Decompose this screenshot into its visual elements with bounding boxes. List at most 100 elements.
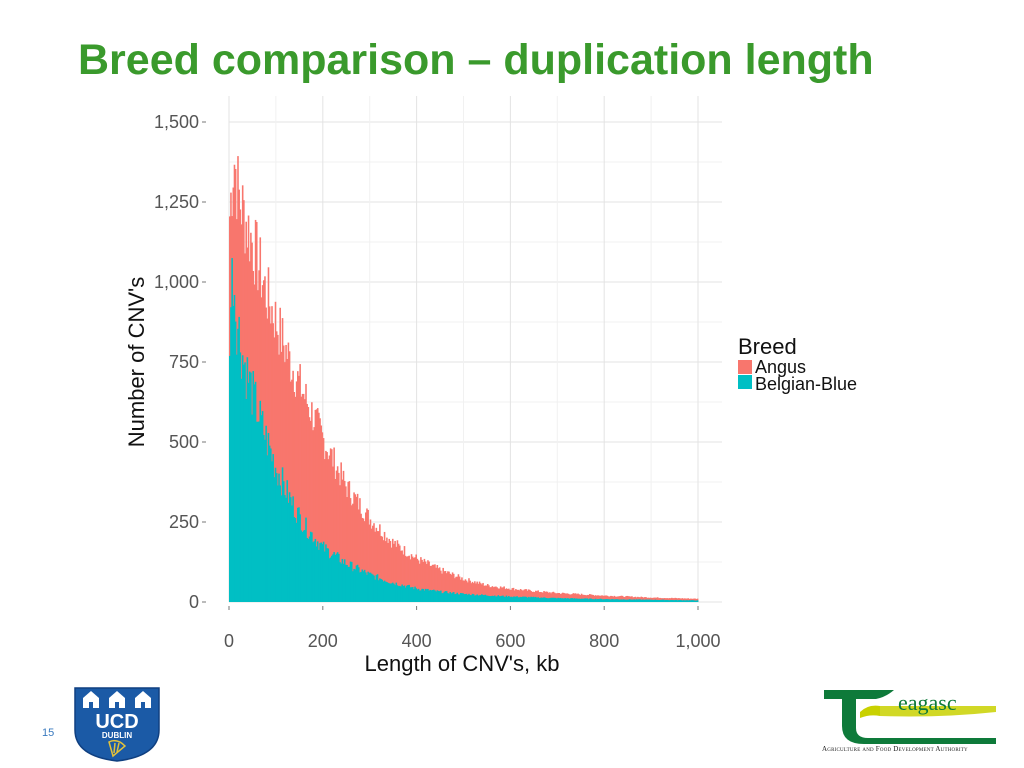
histogram-bar <box>365 572 367 602</box>
legend-label-angus: Angus <box>755 357 806 377</box>
histogram-bar <box>252 371 255 602</box>
histogram-bar <box>489 596 491 602</box>
histogram-bar <box>659 597 661 602</box>
histogram-bar <box>552 597 555 602</box>
histogram-bar <box>463 580 466 602</box>
histogram-bar <box>357 509 360 602</box>
histogram-bar <box>331 555 333 602</box>
histogram-bar <box>451 592 454 602</box>
histogram-bar <box>695 598 698 602</box>
histogram-bar <box>674 597 677 602</box>
histogram-bar <box>612 599 614 602</box>
histogram-bar <box>603 599 605 602</box>
histogram-bar <box>628 599 631 602</box>
histogram-bar <box>680 600 682 602</box>
histogram-bar <box>393 543 395 602</box>
histogram-bar <box>292 496 294 602</box>
histogram-bar <box>627 596 630 602</box>
histogram-bar <box>574 593 577 602</box>
histogram-bar <box>520 589 523 602</box>
histogram-bar <box>566 598 569 602</box>
histogram-bar <box>554 593 557 602</box>
histogram-bar <box>255 221 258 602</box>
histogram-bar <box>305 517 307 602</box>
histogram-bar <box>610 595 612 602</box>
x-tick-label: 400 <box>402 631 432 651</box>
histogram-bar <box>279 307 281 602</box>
histogram-bar <box>245 398 247 602</box>
histogram-bar <box>583 598 585 602</box>
histogram-bar <box>472 594 475 602</box>
histogram-bar <box>451 572 454 602</box>
histogram-bar <box>476 594 478 602</box>
histogram-bar <box>570 598 572 602</box>
histogram-bar <box>241 355 244 602</box>
histogram-bar <box>408 584 410 602</box>
histogram-bar <box>369 572 372 602</box>
histogram-bar <box>583 594 585 602</box>
histogram-bar <box>553 597 556 602</box>
histogram-bar <box>607 596 610 602</box>
histogram-bar <box>386 582 388 602</box>
histogram-bar <box>553 592 556 602</box>
histogram-bar <box>615 599 618 602</box>
histogram-bar <box>423 558 426 602</box>
histogram-bar <box>627 599 630 602</box>
histogram-bar <box>530 596 532 602</box>
histogram-bar <box>284 495 286 602</box>
histogram-bar <box>656 597 659 602</box>
histogram-bar <box>458 576 461 602</box>
histogram-bar <box>394 540 396 602</box>
histogram-bar <box>474 581 476 602</box>
histogram-bar <box>233 294 236 602</box>
histogram-bar <box>320 425 323 602</box>
histogram-bar <box>259 400 262 602</box>
histogram-bar <box>261 411 264 602</box>
histogram-bar <box>288 492 291 602</box>
histogram-bar <box>332 466 334 602</box>
histogram-bar <box>381 536 383 602</box>
histogram-bar <box>440 590 442 602</box>
histogram-bar <box>531 597 534 602</box>
histogram-bar <box>537 590 539 602</box>
histogram-bar <box>437 568 440 602</box>
histogram-bar <box>299 514 301 602</box>
histogram-bar <box>524 596 527 602</box>
histogram-bar <box>244 362 246 602</box>
histogram-bar <box>537 597 539 602</box>
histogram-bar <box>525 589 528 602</box>
histogram-bar <box>490 596 493 602</box>
histogram-bar <box>516 596 518 602</box>
histogram-bar <box>300 396 303 602</box>
histogram-bar <box>660 599 663 602</box>
histogram-bar <box>386 537 388 602</box>
histogram-bar <box>498 596 501 602</box>
histogram-bar <box>567 598 570 602</box>
histogram-bar <box>319 418 321 602</box>
histogram-bar <box>530 591 532 602</box>
histogram-bar <box>424 588 427 602</box>
histogram-bar <box>372 525 374 602</box>
histogram-bar <box>367 571 369 602</box>
histogram-bar <box>302 393 305 602</box>
histogram-bar <box>335 470 338 602</box>
histogram-bar <box>501 587 503 602</box>
histogram-bar <box>359 498 361 602</box>
histogram-bar <box>569 594 571 602</box>
histogram-bar <box>295 381 298 602</box>
histogram-bar <box>573 598 576 602</box>
histogram-bar <box>685 598 687 602</box>
histogram-bar <box>232 305 235 602</box>
histogram-bar <box>326 452 328 602</box>
histogram-bar <box>479 583 482 602</box>
histogram-bar <box>425 589 428 602</box>
ucd-logo: UCD DUBLIN <box>74 687 160 762</box>
histogram-bar <box>605 595 607 602</box>
histogram-bar <box>438 567 441 602</box>
histogram-bar <box>639 599 641 602</box>
histogram-bar <box>604 599 606 602</box>
histogram-bar <box>319 543 321 602</box>
histogram-bar <box>315 409 318 602</box>
histogram-bar <box>461 577 463 602</box>
histogram-bar <box>483 585 486 602</box>
